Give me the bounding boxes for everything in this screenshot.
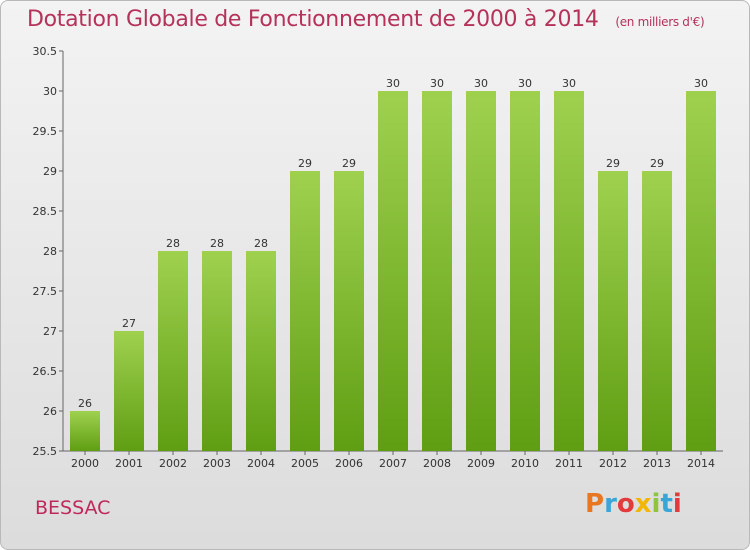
bar-2003[interactable] xyxy=(202,251,232,451)
data-label-2011: 30 xyxy=(562,77,576,90)
logo-letter: x xyxy=(634,489,652,519)
data-label-2006: 29 xyxy=(342,157,356,170)
bar-2004[interactable] xyxy=(246,251,276,451)
y-tick-label: 26 xyxy=(43,405,57,418)
x-tick-label-2012: 2012 xyxy=(599,457,627,470)
y-tick-label: 30.5 xyxy=(33,45,58,58)
x-tick-label-2000: 2000 xyxy=(71,457,99,470)
logo-letter: o xyxy=(616,489,635,519)
data-label-2014: 30 xyxy=(694,77,708,90)
bar-2012[interactable] xyxy=(598,171,628,451)
logo-letter: t xyxy=(660,489,673,519)
y-tick-label: 29.5 xyxy=(33,125,58,138)
bar-2006[interactable] xyxy=(334,171,364,451)
data-label-2013: 29 xyxy=(650,157,664,170)
data-label-2002: 28 xyxy=(166,237,180,250)
y-tick-label: 27 xyxy=(43,325,57,338)
logo-letter: i xyxy=(651,489,661,519)
x-tick-label-2004: 2004 xyxy=(247,457,275,470)
data-label-2001: 27 xyxy=(122,317,136,330)
data-label-2008: 30 xyxy=(430,77,444,90)
commune-name: BESSAC xyxy=(35,497,111,519)
bar-2014[interactable] xyxy=(686,91,716,451)
data-label-2010: 30 xyxy=(518,77,532,90)
x-tick-label-2009: 2009 xyxy=(467,457,495,470)
chart-title-text: Dotation Globale de Fonctionnement de 20… xyxy=(27,7,599,32)
logo-letter: r xyxy=(604,489,617,519)
x-tick-label-2011: 2011 xyxy=(555,457,583,470)
y-tick-label: 27.5 xyxy=(33,285,58,298)
proxiti-logo[interactable]: Proxiti xyxy=(585,489,682,519)
bar-2005[interactable] xyxy=(290,171,320,451)
logo-letter: P xyxy=(585,489,605,519)
data-label-2000: 26 xyxy=(78,397,92,410)
chart-unit: (en milliers d'€) xyxy=(615,15,705,29)
bar-2013[interactable] xyxy=(642,171,672,451)
x-tick-label-2002: 2002 xyxy=(159,457,187,470)
data-label-2003: 28 xyxy=(210,237,224,250)
x-tick-label-2013: 2013 xyxy=(643,457,671,470)
bar-2009[interactable] xyxy=(466,91,496,451)
y-tick-label: 28.5 xyxy=(33,205,58,218)
chart-title: Dotation Globale de Fonctionnement de 20… xyxy=(27,7,705,32)
bar-2000[interactable] xyxy=(70,411,100,451)
y-tick-label: 30 xyxy=(43,85,57,98)
bar-2002[interactable] xyxy=(158,251,188,451)
bar-2007[interactable] xyxy=(378,91,408,451)
x-tick-label-2001: 2001 xyxy=(115,457,143,470)
x-tick-label-2006: 2006 xyxy=(335,457,363,470)
y-tick-label: 28 xyxy=(43,245,57,258)
y-tick-label: 26.5 xyxy=(33,365,58,378)
y-tick-label: 25.5 xyxy=(33,445,58,458)
data-label-2007: 30 xyxy=(386,77,400,90)
bar-2011[interactable] xyxy=(554,91,584,451)
x-tick-label-2008: 2008 xyxy=(423,457,451,470)
x-tick-label-2010: 2010 xyxy=(511,457,539,470)
x-tick-label-2007: 2007 xyxy=(379,457,407,470)
x-tick-label-2003: 2003 xyxy=(203,457,231,470)
bar-2008[interactable] xyxy=(422,91,452,451)
logo-letter: i xyxy=(672,489,682,519)
data-label-2005: 29 xyxy=(298,157,312,170)
data-label-2004: 28 xyxy=(254,237,268,250)
data-label-2012: 29 xyxy=(606,157,620,170)
bar-2001[interactable] xyxy=(114,331,144,451)
data-label-2009: 30 xyxy=(474,77,488,90)
bar-2010[interactable] xyxy=(510,91,540,451)
x-tick-label-2014: 2014 xyxy=(687,457,715,470)
x-tick-label-2005: 2005 xyxy=(291,457,319,470)
y-tick-label: 29 xyxy=(43,165,57,178)
